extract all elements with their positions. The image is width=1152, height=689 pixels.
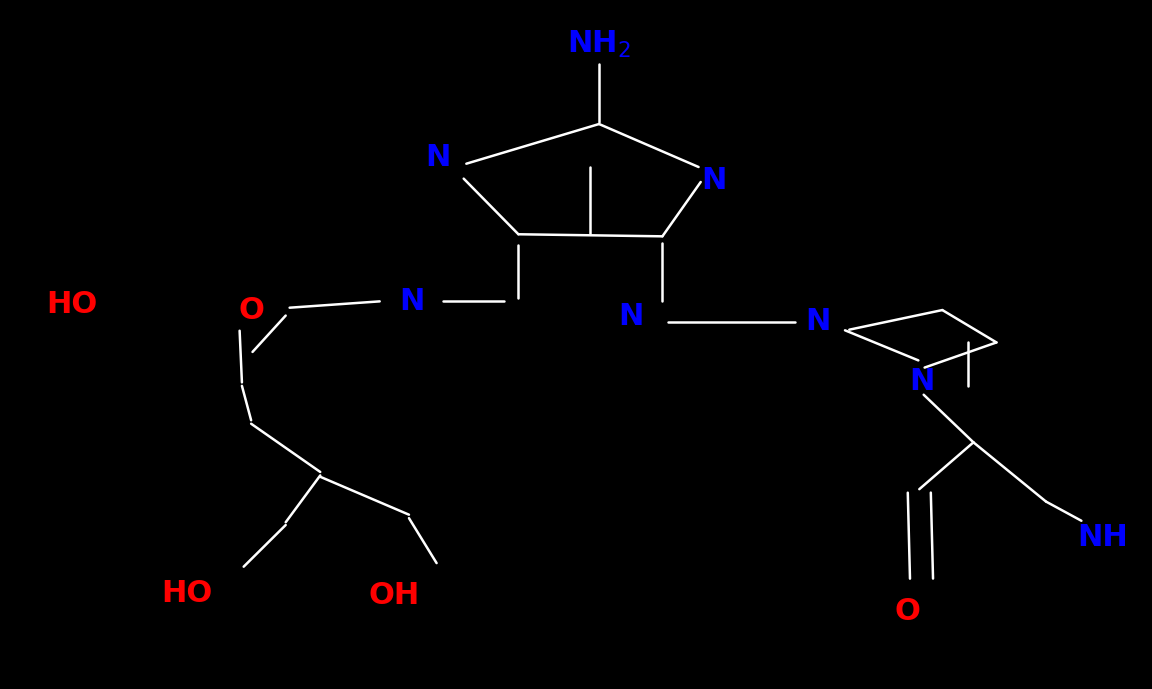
- Text: NH$_2$: NH$_2$: [567, 29, 631, 61]
- Text: N: N: [702, 166, 727, 195]
- Text: OH: OH: [369, 581, 419, 610]
- Text: N: N: [425, 143, 450, 172]
- Text: HO: HO: [161, 579, 212, 608]
- Text: NH: NH: [1077, 523, 1128, 552]
- Text: N: N: [805, 307, 831, 336]
- Text: N: N: [400, 287, 425, 316]
- Text: O: O: [238, 296, 264, 325]
- Text: N: N: [619, 302, 644, 331]
- Text: O: O: [895, 597, 920, 626]
- Text: HO: HO: [46, 290, 97, 319]
- Text: N: N: [909, 367, 934, 395]
